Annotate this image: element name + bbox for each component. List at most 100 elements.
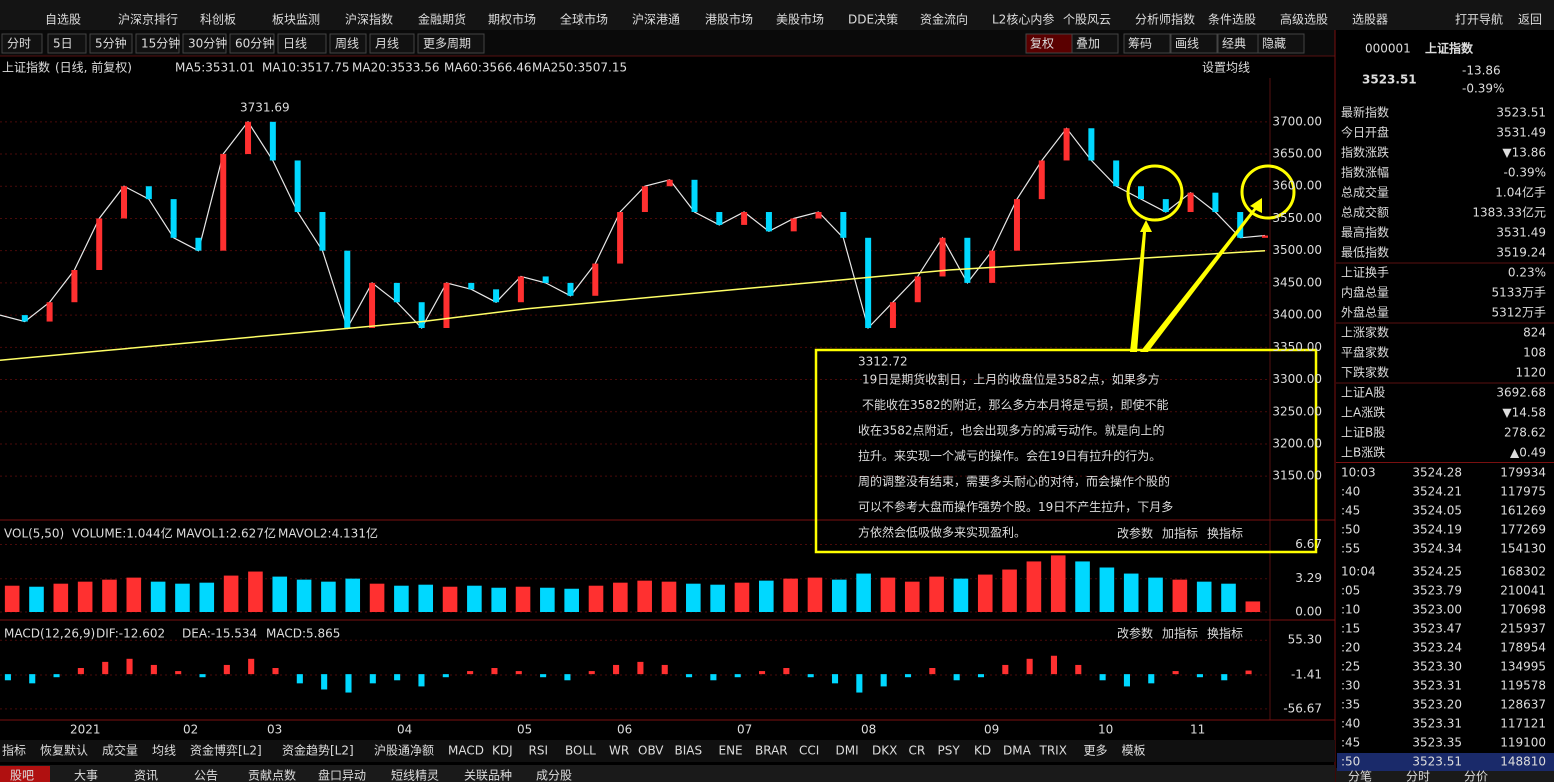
indicator-tab[interactable]: DKX [872,744,897,758]
menu-item[interactable]: 资金流向 [920,12,968,27]
period-label[interactable]: 5分钟 [95,36,127,51]
bottom-tab[interactable]: 大事 [74,769,98,782]
menu-item[interactable]: 选股器 [1352,13,1388,27]
menu-item[interactable]: 打开导航 [1455,12,1503,27]
menu-item[interactable]: 沪深指数 [345,12,393,27]
tool-button[interactable] [1071,33,1119,54]
panel-button[interactable]: 改参数 [1117,626,1153,641]
period-button[interactable] [1,33,43,54]
menu-item[interactable]: 高级选股 [1280,12,1328,27]
tool-label[interactable]: 经典 [1222,37,1246,51]
period-label[interactable]: 60分钟 [235,36,274,51]
period-label[interactable]: 月线 [375,37,399,51]
indicator-tab[interactable]: 均线 [152,744,176,758]
right-tab[interactable]: 分笔 [1348,769,1372,782]
period-button[interactable] [182,33,227,54]
panel-button[interactable]: 换指标 [1207,626,1243,641]
tool-label[interactable]: 复权 [1030,37,1054,51]
tool-label[interactable]: 隐藏 [1262,37,1286,51]
menu-item[interactable]: 沪深京排行 [118,13,178,27]
indicator-tab[interactable]: 沪股通净额 [374,744,434,758]
ma-setting[interactable]: 设置均线 [1202,61,1250,75]
bottom-tab[interactable]: 盘口异动 [318,768,366,782]
indicator-tab[interactable]: BRAR [755,744,788,758]
period-button[interactable] [89,33,133,54]
indicator-tab[interactable]: DMA [1003,744,1032,758]
tool-label[interactable]: 筹码 [1128,37,1152,51]
bottom-tab[interactable]: 资讯 [134,769,158,782]
indicator-tab[interactable]: BIAS [675,744,703,758]
period-button[interactable] [369,33,415,54]
indicator-tab[interactable]: 成交量 [102,743,138,758]
right-tab[interactable]: 分时 [1406,770,1430,782]
menu-item[interactable]: 沪深港通 [632,13,680,27]
indicator-tab[interactable]: CR [909,744,926,758]
macd-bar [1221,674,1228,681]
indicator-tab[interactable]: MACD [448,744,484,758]
indicator-tab[interactable]: 指标 [2,743,26,758]
candle [716,212,723,225]
period-button[interactable] [135,33,180,54]
tool-button[interactable] [1257,33,1305,54]
bottom-tab[interactable]: 贡献点数 [248,768,296,782]
indicator-tab[interactable]: TRIX [1039,744,1067,758]
indicator-tab[interactable]: KD [974,744,991,758]
period-label[interactable]: 周线 [335,37,359,51]
period-label[interactable]: 分时 [7,37,31,51]
indicator-tab[interactable]: 资金趋势[L2] [282,743,354,758]
period-label[interactable]: 15分钟 [141,36,180,51]
bottom-tab[interactable]: 关联品种 [464,769,512,782]
indicator-tab[interactable]: OBV [638,744,664,758]
menu-item[interactable]: 条件选股 [1208,13,1256,27]
tick-price: 3523.20 [1412,698,1462,712]
indicator-tab[interactable]: 资金博弈[L2] [190,743,262,758]
period-button[interactable] [417,33,485,54]
tool-label[interactable]: 画线 [1175,37,1199,51]
tool-button[interactable] [1123,33,1171,54]
indicator-tab[interactable]: 更多 [1084,744,1108,758]
menu-item[interactable]: 美股市场 [776,12,824,27]
menu-item[interactable]: 科创板 [200,13,236,27]
panel-button[interactable]: 加指标 [1162,526,1198,541]
period-label[interactable]: 日线 [283,37,307,51]
menu-item[interactable]: 全球市场 [560,12,608,27]
panel-button[interactable]: 加指标 [1162,626,1198,641]
menu-item[interactable]: 金融期货 [418,12,466,27]
indicator-tab[interactable]: WR [609,744,629,758]
period-label[interactable]: 更多周期 [423,37,471,51]
period-button[interactable] [47,33,87,54]
bottom-tab[interactable]: 股吧 [10,769,34,782]
indicator-tab[interactable]: ENE [719,744,743,758]
menu-item[interactable]: 板块监测 [272,13,320,27]
indicator-tab[interactable]: DMI [836,744,859,758]
right-tab[interactable]: 分价 [1464,770,1488,782]
indicator-tab[interactable]: PSY [938,744,961,758]
bottom-tab[interactable]: 短线精灵 [391,769,439,782]
menu-item[interactable]: 港股市场 [705,12,753,27]
indicator-tab[interactable]: KDJ [492,744,513,758]
menu-item[interactable]: 自选股 [45,13,81,27]
tool-label[interactable]: 叠加 [1076,37,1100,51]
tool-button[interactable] [1170,33,1218,54]
panel-button[interactable]: 改参数 [1117,526,1153,541]
menu-item[interactable]: 个股风云 [1063,13,1111,27]
menu-item[interactable]: L2核心内参 [992,12,1054,27]
indicator-tab[interactable]: 模板 [1122,744,1146,758]
menu-item[interactable]: DDE决策 [848,13,898,27]
bottom-tab[interactable]: 公告 [194,769,218,782]
period-label[interactable]: 5日 [53,37,73,51]
period-label[interactable]: 30分钟 [188,36,227,51]
period-button[interactable] [329,33,367,54]
indicator-tab[interactable]: 恢复默认 [40,743,88,758]
indicator-tab[interactable]: RSI [529,744,549,758]
period-button[interactable] [229,33,275,54]
indicator-tab[interactable]: BOLL [565,744,596,758]
indicator-tab[interactable]: CCI [799,744,819,758]
menu-item[interactable]: 分析师指数 [1135,12,1195,27]
menu-item[interactable]: 返回 [1518,13,1542,27]
tick-volume: 117121 [1500,717,1546,731]
panel-button[interactable]: 换指标 [1207,526,1243,541]
bottom-tab[interactable]: 成分股 [536,769,572,782]
menu-item[interactable]: 期权市场 [488,12,536,27]
period-button[interactable] [277,33,327,54]
